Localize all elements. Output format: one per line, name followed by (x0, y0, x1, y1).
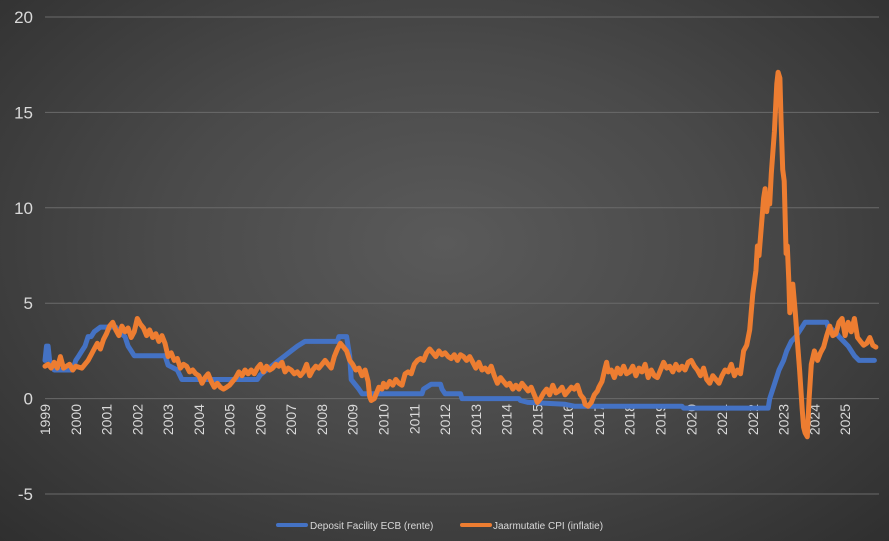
y-tick-label: 0 (24, 390, 33, 409)
x-tick-label: 2017 (591, 404, 607, 435)
x-tick-label: 2011 (406, 404, 422, 434)
x-tick-label: 2018 (622, 404, 638, 435)
x-tick-label: 2013 (468, 404, 484, 435)
x-tick-label: 2009 (345, 404, 361, 435)
y-tick-label: -5 (18, 485, 33, 504)
legend-label-cpi: Jaarmutatie CPI (inflatie) (493, 521, 603, 532)
x-tick-label: 2008 (314, 404, 330, 435)
x-tick-label: 2022 (745, 404, 761, 435)
x-tick-label: 2019 (652, 404, 668, 435)
x-tick-label: 2012 (437, 404, 453, 435)
y-axis-tick-labels: -5 0 5 10 15 20 (14, 8, 33, 504)
x-tick-label: 2006 (252, 404, 268, 435)
x-tick-label: 2021 (714, 404, 730, 435)
legend-label-deposit: Deposit Facility ECB (rente) (310, 521, 433, 532)
x-tick-label: 2014 (499, 404, 515, 435)
x-tick-label: 2005 (222, 404, 238, 435)
legend: Deposit Facility ECB (rente) Jaarmutatie… (276, 521, 603, 532)
x-tick-label: 2001 (99, 404, 115, 435)
y-tick-label: 15 (14, 103, 33, 122)
x-tick-label: 2003 (160, 404, 176, 435)
x-tick-label: 2025 (837, 404, 853, 435)
series-lines (42, 69, 879, 440)
x-tick-label: 2007 (283, 404, 299, 435)
series-line-cpi-inflation (42, 69, 879, 440)
x-tick-label: 2000 (68, 404, 84, 435)
y-tick-label: 5 (24, 294, 33, 313)
x-tick-label: 2020 (683, 404, 699, 435)
x-tick-label: 2010 (376, 404, 392, 435)
x-tick-label: 2015 (529, 404, 545, 435)
x-tick-label: 2023 (776, 404, 792, 435)
y-tick-label: 10 (14, 199, 33, 218)
x-axis-tick-labels: 1999 2000 2001 2002 2003 2004 2005 2006 2007 2008… (37, 404, 853, 435)
x-tick-label: 2002 (129, 404, 145, 435)
x-tick-label: 2016 (560, 404, 576, 435)
x-tick-label: 1999 (37, 404, 53, 435)
y-tick-label: 20 (14, 8, 33, 27)
x-tick-label: 2004 (191, 404, 207, 435)
gridlines (45, 16, 879, 495)
